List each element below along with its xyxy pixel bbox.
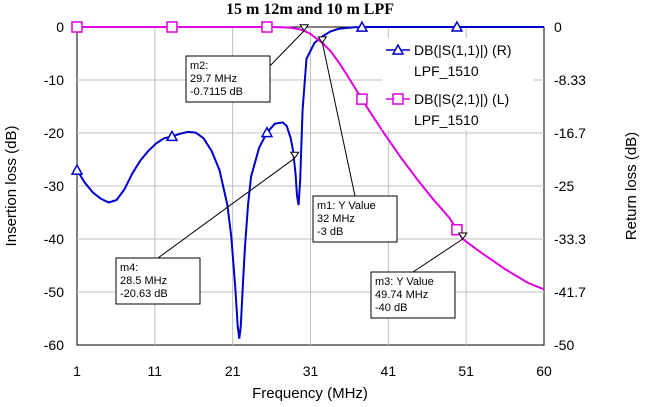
right-tick-label: -16.7 <box>554 125 586 141</box>
left-axis-title: Insertion loss (dB) <box>3 126 20 247</box>
series-layer <box>70 20 545 339</box>
marker-label-text: 32 MHz <box>317 213 355 225</box>
marker-pointer <box>299 24 310 32</box>
marker-pointer <box>457 232 468 240</box>
marker-label-text: m4: <box>120 262 138 274</box>
right-tick-labels: 0 -8.33 -16.7 -25 -33.3 -41.7 -50 <box>554 19 586 353</box>
right-tick-label: -8.33 <box>554 72 586 88</box>
data-point-square <box>166 21 178 33</box>
legend-label-s11: DB(|S(1,1)|) (R) <box>414 42 512 58</box>
marker-label-box <box>370 271 456 319</box>
right-tick-label: -25 <box>554 178 574 194</box>
marker-label-text: -3 dB <box>317 226 343 238</box>
x-tick-label: 1 <box>73 363 81 379</box>
x-tick-labels: 1 11 21 31 41 51 60 <box>73 363 552 379</box>
marker-label-text: 49.74 MHz <box>375 289 428 301</box>
left-tick-label: -60 <box>44 337 64 353</box>
marker-label-box <box>185 55 271 103</box>
x-tick-label: 11 <box>148 363 163 379</box>
data-point-square <box>261 21 273 33</box>
legend: DB(|S(1,1)|) (R) LPF_1510 DB(|S(2,1)|) (… <box>382 38 534 130</box>
right-tick-label: 0 <box>554 19 562 35</box>
x-tick-label: 51 <box>458 363 474 379</box>
marker-label-text: 29.7 MHz <box>190 73 237 85</box>
legend-sublabel-s11: LPF_1510 <box>414 63 479 79</box>
marker-label-box <box>312 195 398 243</box>
marker-label-text: -40 dB <box>375 302 407 314</box>
legend-sublabel-s21: LPF_1510 <box>414 112 479 128</box>
marker-leader-line <box>412 238 464 273</box>
data-point-triangle <box>355 20 369 32</box>
right-tick-label: -33.3 <box>554 231 586 247</box>
legend-square-marker <box>392 93 404 105</box>
data-point-square <box>356 93 368 105</box>
right-tick-label: -41.7 <box>554 284 586 300</box>
x-axis-title: Frequency (MHz) <box>252 385 368 402</box>
legend-triangle-marker <box>391 43 405 55</box>
marker-label-text: -20.63 dB <box>120 288 168 300</box>
marker-label-text: 28.5 MHz <box>120 275 167 287</box>
marker-label-box <box>115 257 201 305</box>
marker-label-text: m2: <box>190 60 208 72</box>
left-tick-label: -10 <box>44 72 64 88</box>
marker-label-text: m1: Y Value <box>317 200 376 212</box>
data-point-triangle <box>260 126 274 138</box>
marker-label-text: -0.7115 dB <box>190 86 243 98</box>
x-tick-label: 21 <box>225 363 241 379</box>
x-tick-label: 31 <box>303 363 319 379</box>
marker-leader-line <box>321 42 356 197</box>
right-tick-label: -50 <box>554 337 574 353</box>
right-axis-title: Return loss (dB) <box>623 132 640 240</box>
left-tick-label: -50 <box>44 284 64 300</box>
left-tick-labels: 0 -10 -20 -30 -40 -50 -60 <box>44 19 64 353</box>
legend-entry-s21: DB(|S(2,1)|) (L) LPF_1510 <box>386 91 509 128</box>
left-tick-label: -30 <box>44 178 64 194</box>
data-point-triangle <box>70 163 84 175</box>
data-point-square <box>71 21 83 33</box>
marker-pointer <box>317 36 328 44</box>
marker-leader-line <box>265 30 305 71</box>
left-tick-label: -40 <box>44 231 64 247</box>
marker-pointer <box>289 151 300 160</box>
chart-title: 15 m 12m and 10 m LPF <box>226 1 394 18</box>
legend-label-s21: DB(|S(2,1)|) (L) <box>414 91 509 107</box>
data-point-triangle <box>450 20 464 32</box>
left-tick-label: 0 <box>56 19 64 35</box>
legend-box <box>382 38 534 130</box>
marker-label-text: m3: Y Value <box>375 276 434 288</box>
data-point-triangle <box>165 129 179 142</box>
x-tick-label: 60 <box>536 363 552 379</box>
marker-leader-line <box>157 157 295 259</box>
x-tick-label: 41 <box>381 363 397 379</box>
legend-entry-s11: DB(|S(1,1)|) (R) LPF_1510 <box>386 42 512 79</box>
left-tick-label: -20 <box>44 125 64 141</box>
series-line-s11 <box>76 26 544 339</box>
